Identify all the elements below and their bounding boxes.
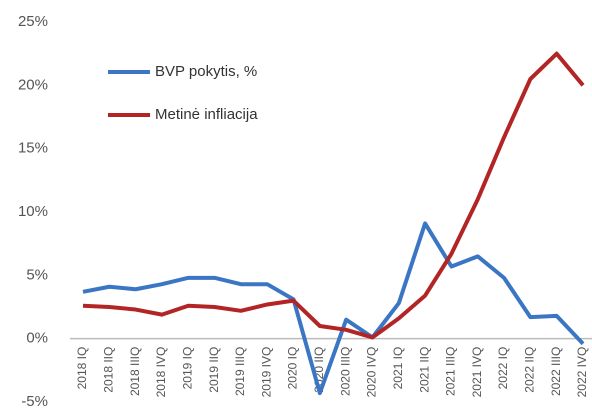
- x-tick-label: 2019 IIIQ: [233, 347, 247, 396]
- x-tick-label: 2019 IQ: [180, 347, 194, 390]
- x-tick-label: 2022 IIIQ: [549, 347, 563, 396]
- x-tick-label: 2022 IQ: [496, 347, 510, 390]
- y-tick-label: 20%: [18, 76, 48, 93]
- legend-label: Metinė infliacija: [155, 106, 258, 123]
- x-tick-label: 2020 IIIQ: [338, 347, 352, 396]
- x-tick-label: 2019 IVQ: [259, 347, 273, 398]
- series-line: [82, 51, 585, 340]
- x-tick-label: 2019 IIQ: [207, 347, 221, 393]
- x-tick-label: 2018 IIIQ: [128, 347, 142, 396]
- x-tick-label: 2020 IVQ: [365, 347, 379, 398]
- x-tick-label: 2021 IIQ: [417, 347, 431, 393]
- x-tick-label: 2021 IQ: [391, 347, 405, 390]
- x-tick-label: 2021 IIIQ: [444, 347, 458, 396]
- x-tick-label: 2018 IQ: [75, 347, 89, 390]
- x-tick-label: 2020 IQ: [286, 347, 300, 390]
- x-tick-label: 2022 IVQ: [575, 347, 589, 398]
- y-tick-label: 5%: [26, 266, 48, 283]
- x-tick-label: 2018 IIQ: [101, 347, 115, 393]
- series-line: [82, 221, 585, 396]
- y-tick-label: 0%: [26, 330, 48, 347]
- y-tick-label: -5%: [21, 393, 48, 410]
- y-tick-label: 10%: [18, 203, 48, 220]
- x-tick-label: 2021 IVQ: [470, 347, 484, 398]
- y-tick-label: 15%: [18, 140, 48, 157]
- x-tick-label: 2022 IIQ: [523, 347, 537, 393]
- x-tick-label: 2018 IVQ: [154, 347, 168, 398]
- y-tick-label: 25%: [18, 13, 48, 30]
- legend-label: BVP pokytis, %: [155, 63, 257, 80]
